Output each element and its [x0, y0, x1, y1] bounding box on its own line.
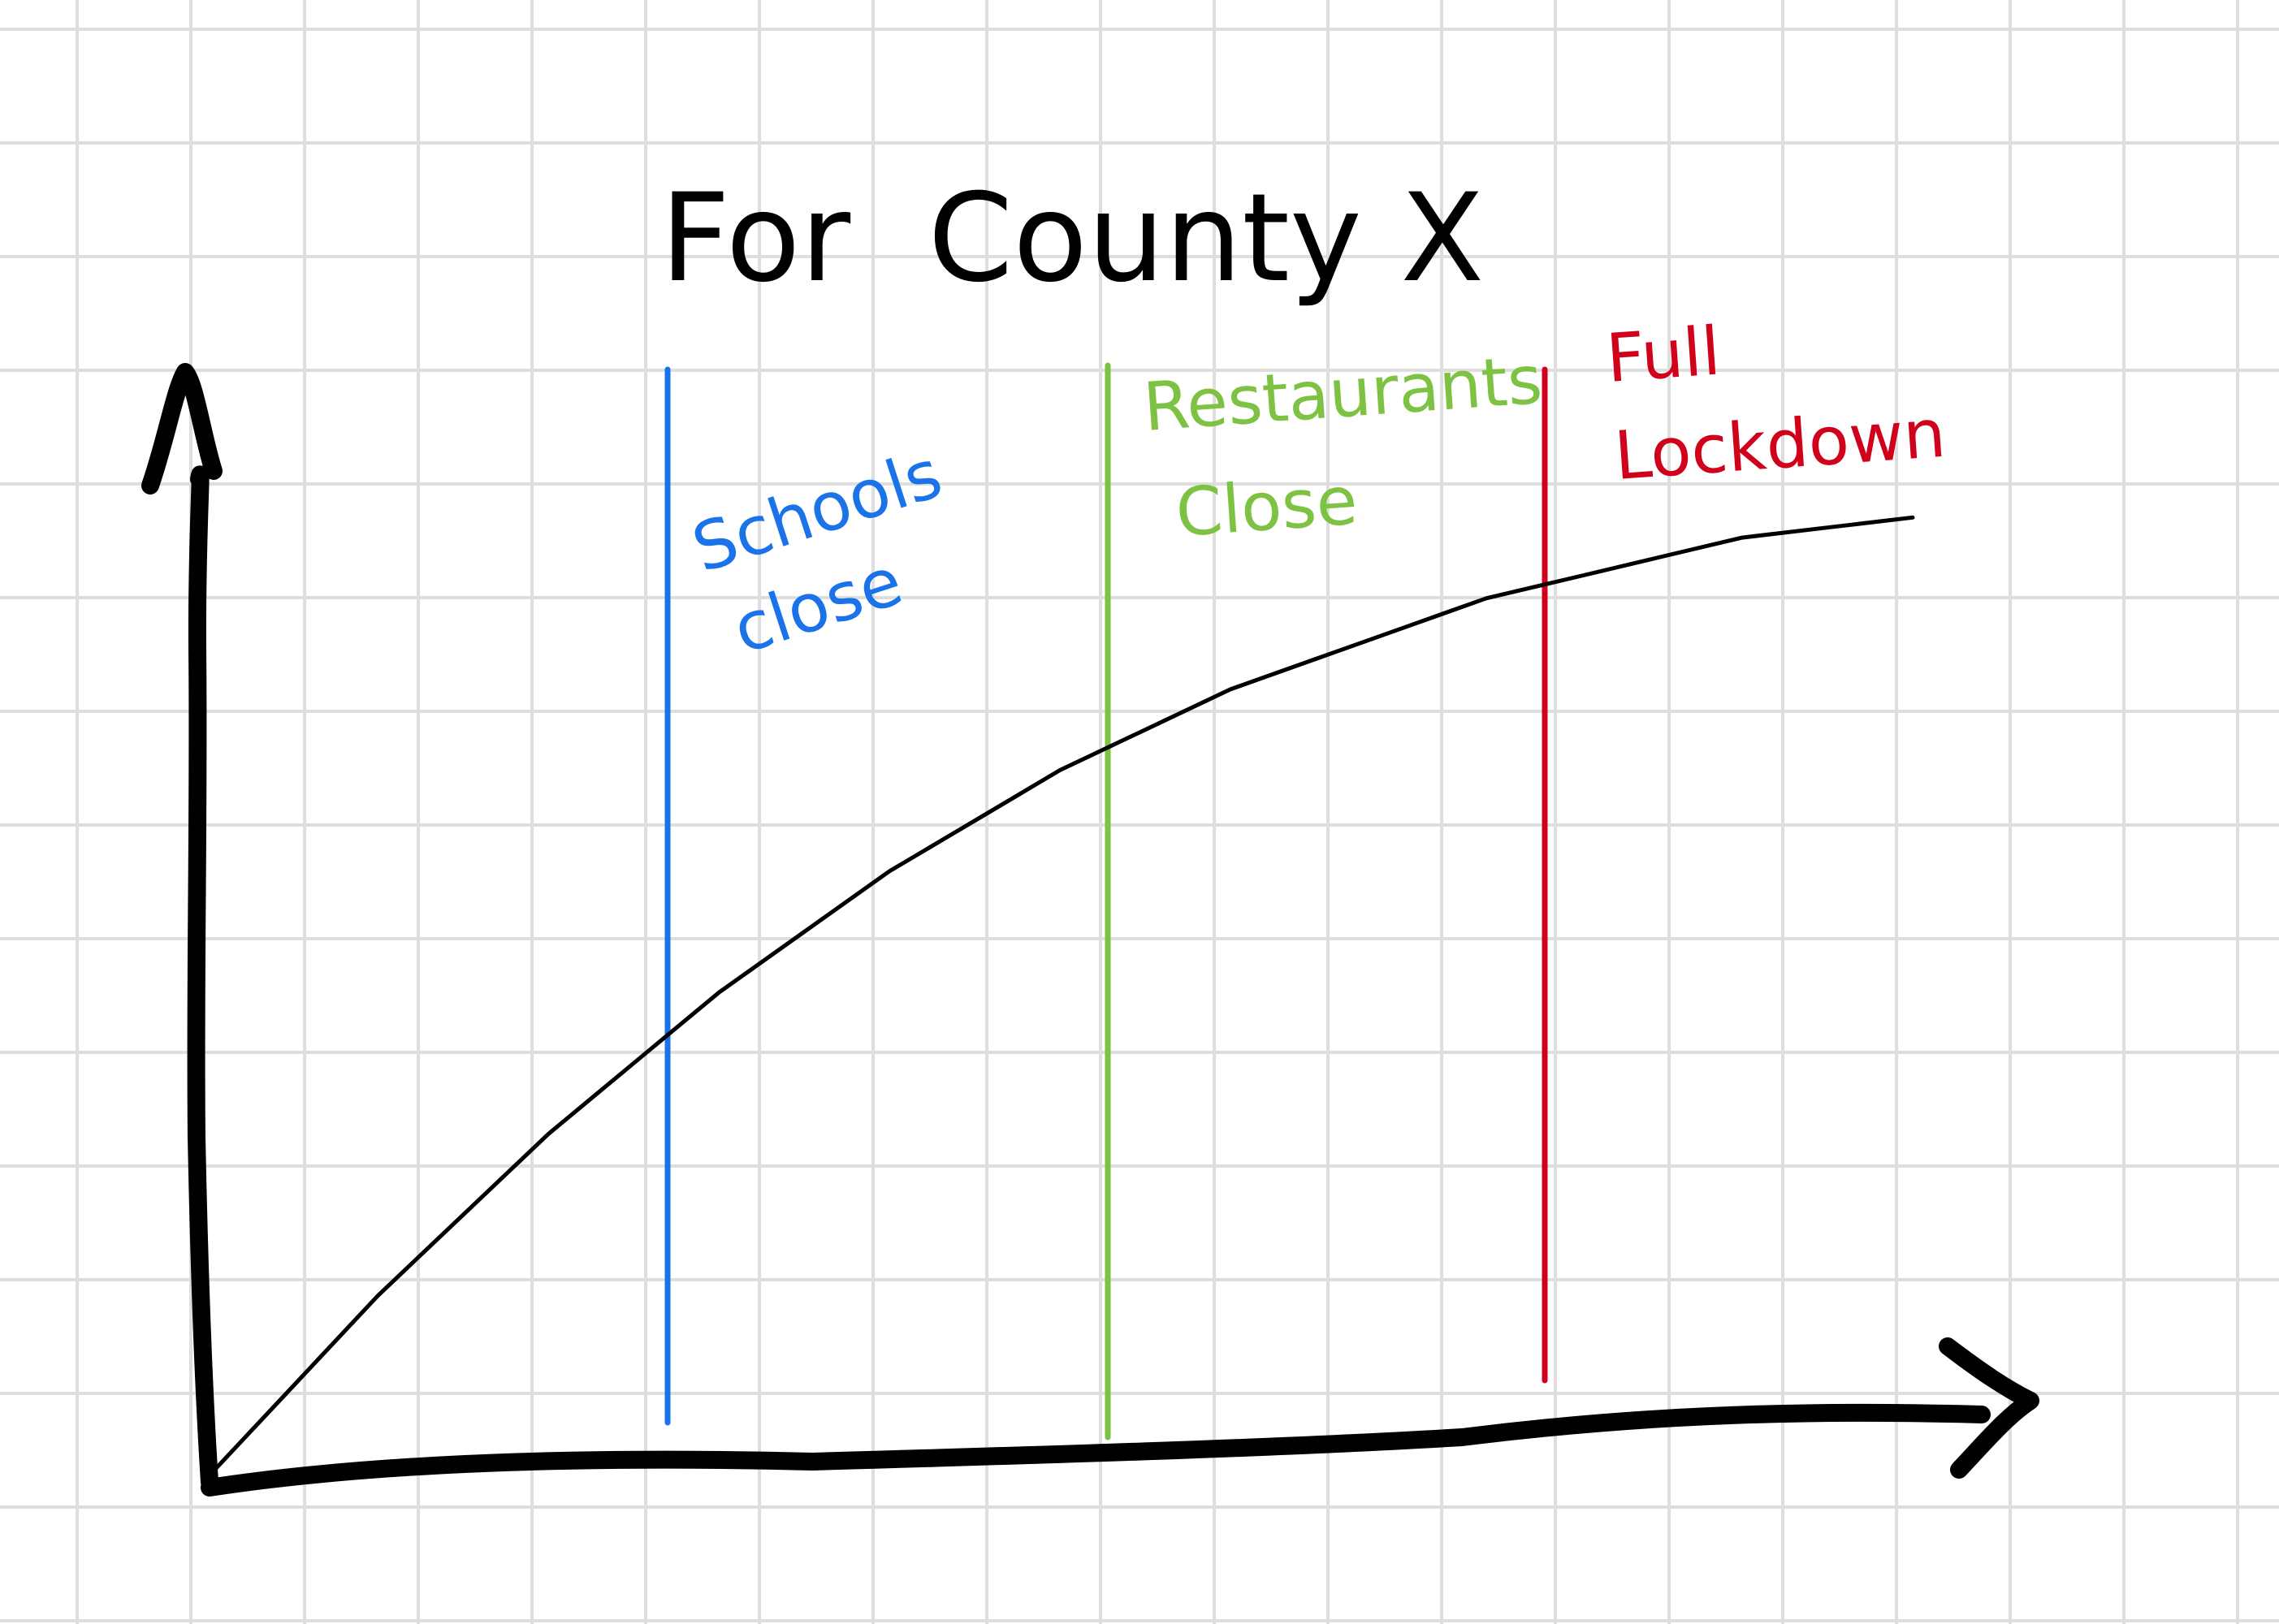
chart-title: For County X: [660, 168, 1484, 309]
event-label-1-line-1: Close: [1174, 463, 1360, 552]
x-axis-arrowhead: [1939, 1337, 2039, 1479]
series-line: [205, 515, 1915, 1480]
y-axis: [187, 465, 218, 1491]
y-axis-arrowhead: [141, 363, 223, 495]
event-label-2-line-0: Full: [1604, 313, 1723, 398]
event-label-1-line-0: Restaurants: [1141, 342, 1545, 447]
x-axis: [201, 1403, 1991, 1497]
